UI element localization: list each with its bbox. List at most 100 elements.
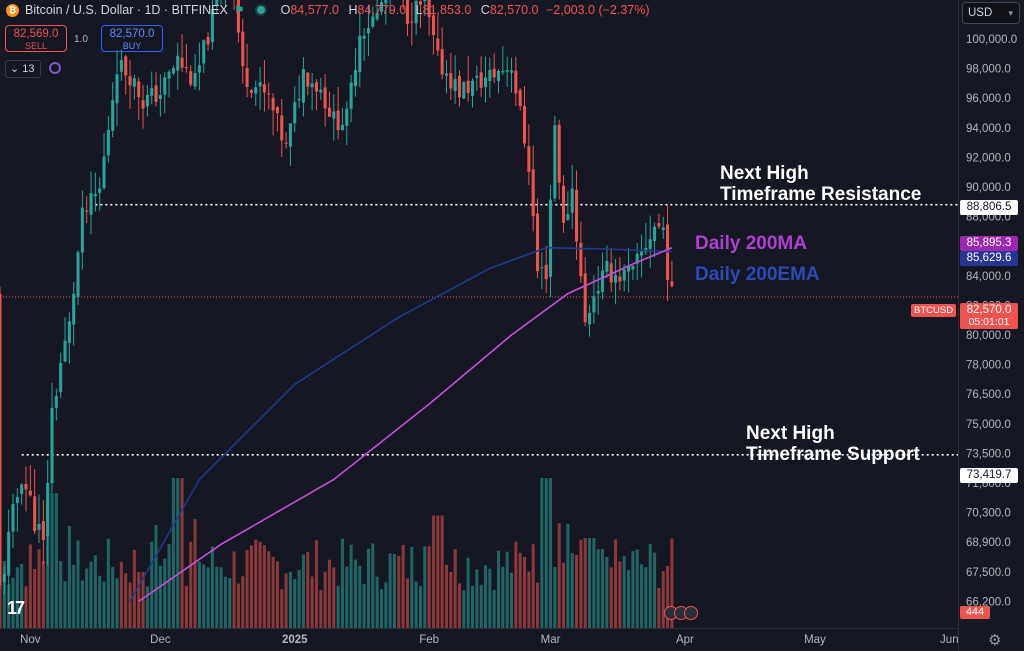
- symbol-title[interactable]: Bitcoin / U.S. Dollar · 1D · BITFINEX: [25, 3, 228, 17]
- candle-body: [50, 407, 54, 484]
- volume-bar: [115, 578, 119, 628]
- event-icon[interactable]: [684, 606, 698, 620]
- volume-bar: [24, 586, 28, 628]
- candle-body: [670, 281, 674, 287]
- candle-body: [414, 0, 418, 24]
- candle-body: [98, 188, 102, 193]
- candle-body: [150, 87, 154, 96]
- volume-bar: [150, 541, 154, 628]
- volume-bar: [258, 541, 262, 628]
- chevron-down-icon: ▾: [1008, 8, 1013, 18]
- candle-body: [614, 274, 618, 283]
- volume-bar: [119, 561, 123, 628]
- buy-button[interactable]: 82,570.0 BUY: [101, 25, 163, 52]
- candle-body: [653, 226, 657, 241]
- volume-bar: [553, 566, 557, 628]
- volume-bar: [418, 586, 422, 628]
- candle-body: [605, 260, 609, 272]
- candle-body: [189, 71, 193, 85]
- candle-body: [245, 68, 249, 88]
- volume-bar: [128, 582, 132, 628]
- symbol-tag: BTCUSD: [911, 304, 957, 317]
- volume-bar: [562, 562, 566, 628]
- candle-body: [345, 108, 349, 126]
- candle-body: [67, 321, 71, 343]
- candle-body: [592, 296, 596, 313]
- candle-body: [24, 484, 28, 490]
- volume-bar: [392, 553, 396, 628]
- candle-body: [306, 72, 310, 87]
- volume-bar: [466, 557, 470, 628]
- candle-body: [254, 87, 258, 94]
- candle-body: [553, 125, 557, 199]
- candle-body: [509, 70, 514, 73]
- market-status-icon[interactable]: [256, 6, 265, 14]
- symbol-header: ₿ Bitcoin / U.S. Dollar · 1D · BITFINEX …: [6, 3, 650, 17]
- volume-bar: [470, 585, 475, 628]
- volume-bar: [271, 556, 275, 628]
- indicator-status-icon[interactable]: [49, 62, 61, 74]
- volume-bar: [483, 565, 488, 628]
- candle-body: [410, 21, 414, 23]
- candle-body: [536, 213, 540, 272]
- volume-bar: [193, 519, 197, 628]
- volume-bar: [414, 581, 418, 628]
- volume-bar: [431, 515, 436, 628]
- candle-body: [483, 77, 488, 88]
- candle-body: [210, 9, 214, 43]
- volume-bar: [549, 478, 553, 628]
- economic-events[interactable]: [664, 606, 698, 620]
- volume-bar: [570, 553, 574, 628]
- volume-bar: [141, 572, 145, 628]
- volume-bar: [362, 583, 366, 628]
- candle-body: [241, 31, 245, 67]
- volume-bar: [388, 553, 392, 628]
- candle-body: [405, 0, 409, 24]
- candle-body: [288, 123, 292, 147]
- support-annotation: Next High Timeframe Support: [746, 423, 920, 465]
- sell-button[interactable]: 82,569.0 SELL: [5, 25, 67, 52]
- volume-bar: [28, 544, 32, 628]
- volume-bar: [293, 579, 297, 628]
- candle-body: [488, 69, 492, 82]
- candle-body: [531, 169, 535, 217]
- y-tick-label: 68,900.0: [966, 537, 1011, 549]
- y-tick-label: 92,000.0: [966, 152, 1011, 164]
- candle-body: [54, 396, 58, 408]
- candle-body: [436, 38, 440, 51]
- volume-bar: [457, 583, 462, 628]
- x-tick-label: May: [804, 634, 826, 646]
- candle-body: [362, 35, 366, 39]
- gear-icon[interactable]: ⚙: [988, 632, 1002, 649]
- flag-icon[interactable]: ⚑: [233, 3, 245, 17]
- candle-body: [470, 80, 475, 97]
- volume-bar: [336, 585, 340, 628]
- candle-body: [648, 239, 652, 249]
- volume-bar: [440, 515, 444, 628]
- candle-body: [575, 189, 579, 242]
- currency-select[interactable]: USD ▾: [962, 2, 1020, 24]
- volume-bar: [666, 565, 670, 628]
- ma200-line: [138, 247, 673, 603]
- volume-bar: [622, 556, 626, 628]
- volume-bar: [280, 589, 284, 628]
- volume-bar: [219, 567, 223, 628]
- candle-body: [310, 83, 314, 88]
- indicators-toggle[interactable]: ⌄ 13: [5, 60, 41, 78]
- candle-body: [249, 90, 253, 93]
- candle-body: [323, 87, 327, 109]
- volume-bar: [167, 544, 171, 628]
- volume-bar: [102, 581, 106, 628]
- volume-bar: [275, 561, 279, 628]
- candle-body: [262, 84, 266, 93]
- volume-bar: [514, 541, 518, 628]
- volume-bar: [575, 554, 579, 628]
- candle-body: [379, 2, 383, 12]
- ma200-label: Daily 200MA: [695, 233, 807, 254]
- candle-body: [80, 207, 84, 253]
- candle-body: [366, 28, 370, 34]
- volume-bar: [631, 551, 635, 628]
- volume-bar: [644, 567, 648, 628]
- volume-bar: [254, 539, 258, 628]
